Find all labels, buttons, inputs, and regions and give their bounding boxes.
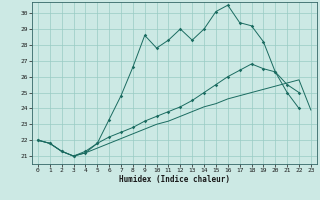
X-axis label: Humidex (Indice chaleur): Humidex (Indice chaleur) [119, 175, 230, 184]
